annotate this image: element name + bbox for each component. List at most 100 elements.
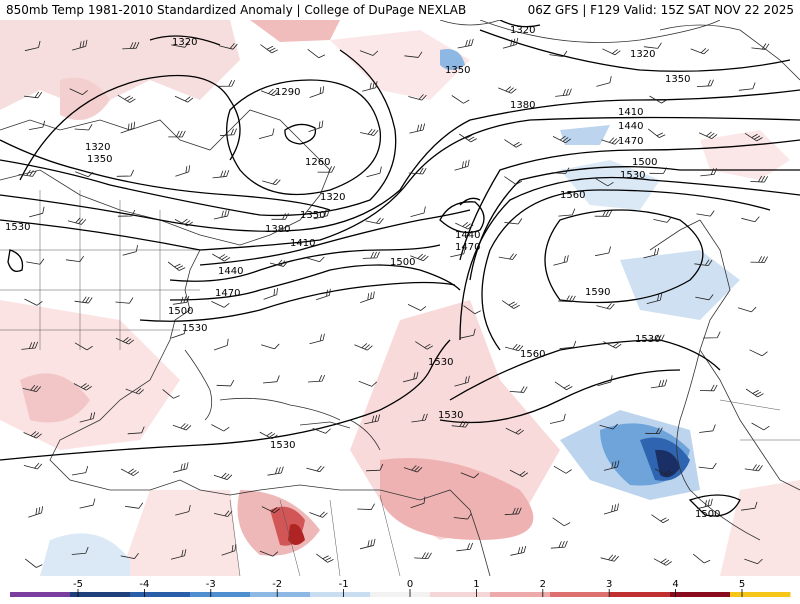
wind-barb	[455, 222, 474, 230]
wind-barb	[553, 465, 572, 474]
wind-barb	[603, 460, 620, 471]
wind-barb	[312, 428, 331, 434]
wind-barb	[24, 298, 43, 306]
wind-barb	[451, 95, 470, 104]
wind-barb	[174, 218, 193, 227]
colorbar-tick-label: 2	[540, 579, 546, 590]
coastlines	[0, 20, 800, 576]
contour-label: 1530	[182, 323, 207, 334]
wind-barb	[403, 465, 423, 473]
wind-barb	[271, 213, 289, 220]
wind-barb	[213, 338, 229, 351]
wind-barb	[451, 420, 470, 428]
contour-label: 1350	[87, 154, 112, 165]
wind-barb	[309, 333, 325, 345]
colorbar-swatch	[430, 592, 491, 597]
wind-barb	[262, 178, 281, 186]
wind-barb	[409, 123, 426, 134]
wind-barb	[749, 349, 768, 357]
wind-barb	[221, 544, 237, 556]
colorbar: -5 -4 -3 -2 -1 0 1 2 3 4 5	[10, 579, 791, 597]
wind-barb	[459, 328, 476, 339]
wind-barb	[741, 216, 760, 223]
colorbar-swatch	[250, 592, 311, 597]
contour-label: 1530	[620, 170, 645, 181]
wind-barb	[174, 95, 194, 103]
contour-label: 1500	[168, 306, 193, 317]
colorbar-tick-label: 0	[407, 579, 413, 590]
wind-barb	[23, 431, 42, 439]
wind-barb	[459, 133, 477, 143]
wind-barb	[555, 88, 572, 97]
contour-label: 1320	[320, 192, 345, 203]
contour-label: 1530	[438, 410, 463, 421]
wind-barb	[454, 375, 470, 387]
colorbar-tick-label: 4	[672, 579, 678, 590]
wind-barb	[212, 170, 230, 179]
wind-barb	[74, 124, 93, 131]
wind-barb	[751, 43, 770, 50]
wind-barb	[213, 472, 233, 480]
wind-barb	[211, 424, 230, 432]
colorbar-swatch	[730, 592, 791, 597]
wind-barb	[71, 546, 89, 555]
map-canvas: 1320 1290 1260 1320 1350 1350 1320 1320 …	[0, 20, 800, 576]
wind-barb	[24, 558, 43, 568]
colorbar-tick-label: -1	[339, 579, 349, 590]
map-header: 850mb Temp 1981-2010 Standardized Anomal…	[0, 0, 800, 20]
contour-label: 1320	[510, 25, 535, 36]
wind-barb	[603, 341, 622, 349]
wind-barb	[454, 159, 470, 171]
wind-barb	[263, 287, 278, 300]
contour-label: 1560	[520, 349, 545, 360]
wind-barb	[162, 389, 180, 399]
wind-barb	[601, 137, 620, 145]
wind-barb	[362, 251, 380, 259]
anomaly-shading	[0, 20, 800, 576]
wind-barb	[125, 388, 144, 395]
contour-label: 1380	[265, 224, 290, 235]
wind-barb	[360, 291, 375, 303]
contour-label: 1440	[618, 121, 643, 132]
wind-barb	[558, 295, 576, 303]
colorbar-swatch	[550, 592, 611, 597]
wind-barb	[170, 549, 187, 560]
wind-barb	[751, 422, 770, 431]
wind-barb	[24, 40, 41, 52]
wind-barb	[649, 95, 668, 104]
wind-barb	[28, 506, 44, 518]
wind-barb	[603, 503, 619, 515]
wind-barb	[21, 341, 39, 350]
wind-barb	[510, 545, 527, 556]
wind-barb	[460, 472, 480, 479]
wind-barb	[595, 246, 611, 257]
colorbar-tick-label: -2	[272, 579, 282, 590]
wind-barb	[504, 176, 523, 185]
colorbar-swatch	[490, 592, 551, 597]
wind-barb	[167, 261, 186, 271]
wind-barb	[258, 128, 275, 139]
wind-barb	[23, 462, 43, 470]
map-title: 850mb Temp 1981-2010 Standardized Anomal…	[6, 3, 467, 17]
wind-barb	[120, 553, 139, 559]
wind-barb	[696, 210, 715, 217]
wind-barb	[260, 88, 280, 97]
wind-barb	[550, 540, 568, 549]
wind-barb	[504, 507, 522, 516]
wind-barb	[559, 340, 577, 350]
wind-barb	[212, 253, 231, 262]
wind-barb	[261, 343, 280, 350]
contour-label: 1440	[218, 266, 243, 277]
wind-barb	[359, 50, 379, 56]
wind-barb	[261, 506, 281, 514]
wind-barb	[408, 94, 427, 101]
wind-barb	[357, 503, 375, 510]
wind-barb	[29, 120, 46, 130]
wind-barb	[362, 81, 378, 92]
weather-map: 1320 1290 1260 1320 1350 1350 1320 1320 …	[0, 20, 800, 576]
wind-barb	[175, 505, 191, 516]
wind-barb	[502, 37, 519, 49]
wind-barb	[217, 79, 236, 87]
contour-label: 1320	[85, 142, 110, 153]
wind-barb	[260, 44, 278, 54]
